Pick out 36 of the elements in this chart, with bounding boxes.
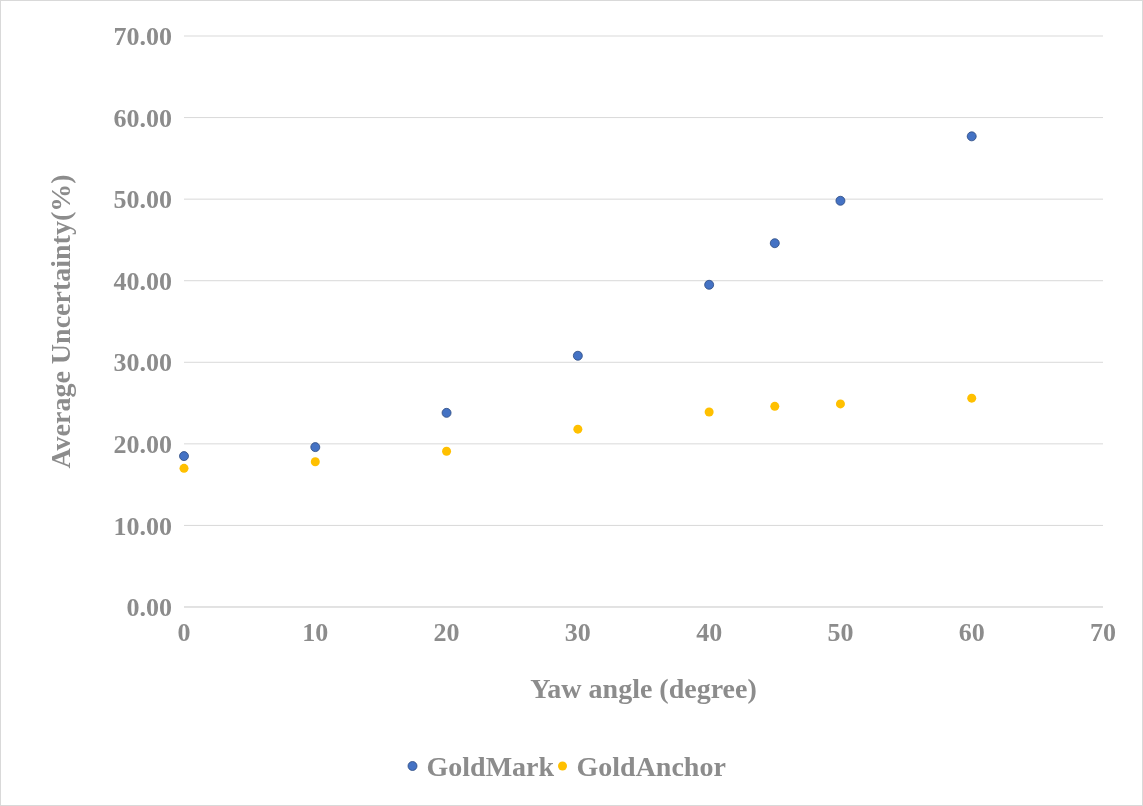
x-tick-label: 20 [433, 618, 460, 647]
point [835, 195, 846, 206]
point [835, 399, 845, 409]
y-tick-label: 60.00 [113, 103, 172, 133]
point [310, 442, 321, 453]
x-tick-label: 70 [1090, 618, 1116, 647]
y-tick-label: 10.00 [113, 511, 172, 541]
y-tick-label: 40.00 [113, 266, 172, 296]
legend-label: GoldAnchor [576, 750, 726, 782]
y-tick-label: 50.00 [113, 185, 172, 215]
point [179, 451, 189, 461]
point [967, 393, 977, 403]
point [704, 407, 714, 417]
x-tick-label: 10 [302, 618, 329, 647]
point [769, 238, 780, 249]
y-tick-label: 20.00 [113, 429, 172, 459]
y-tick-label: 0.00 [126, 593, 172, 623]
x-tick-label: 40 [696, 618, 723, 647]
y-axis-title: Average Uncertainty(%) [45, 174, 76, 469]
point [573, 424, 583, 434]
point [572, 350, 583, 361]
point [442, 446, 452, 456]
point [441, 407, 452, 418]
y-tick-label: 70.00 [113, 22, 172, 52]
point [770, 401, 780, 411]
x-axis-title: Yaw angle (degree) [530, 673, 757, 704]
x-tick-label: 50 [827, 618, 854, 647]
point [179, 463, 189, 473]
y-tick-label: 30.00 [113, 348, 172, 378]
x-tick-label: 0 [177, 618, 191, 647]
point [310, 457, 320, 467]
legend-label: GoldMark [426, 750, 555, 782]
x-tick-label: 30 [564, 618, 591, 647]
point [966, 131, 977, 142]
x-tick-label: 60 [958, 618, 985, 647]
point [704, 279, 715, 290]
